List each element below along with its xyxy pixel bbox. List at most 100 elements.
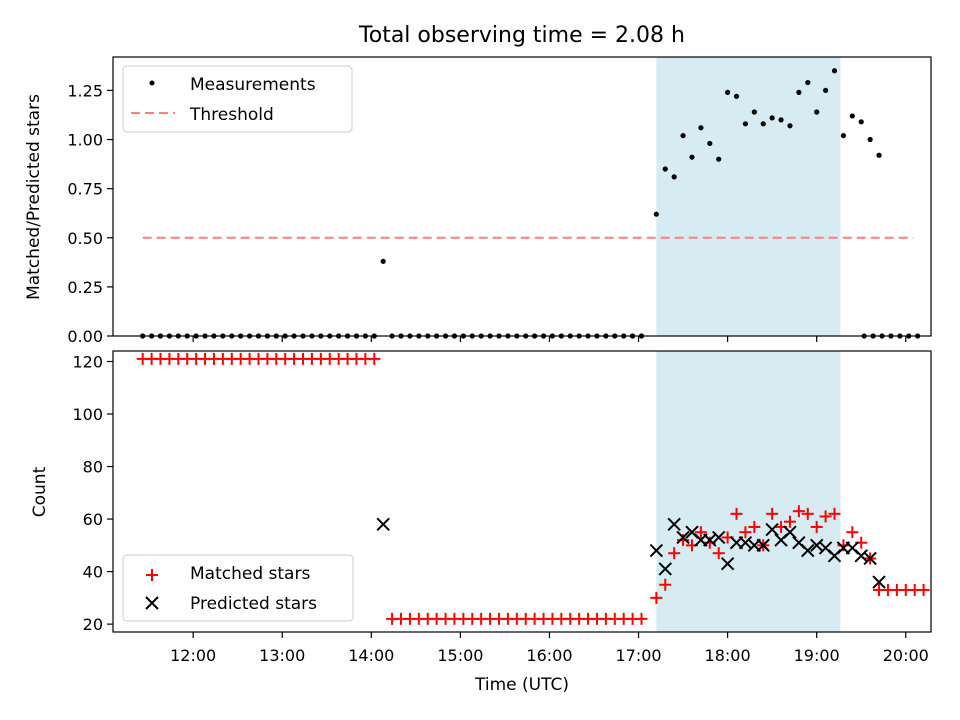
- predicted-star-point: [801, 543, 815, 558]
- measurement-point: [876, 152, 882, 158]
- bottom-y-ticks: 20 40 60 80 100 120: [72, 353, 113, 634]
- matched-star-point: [783, 515, 796, 528]
- matched-star-point: [650, 591, 663, 604]
- measurement-point: [725, 89, 731, 95]
- matched-star-point: [712, 547, 725, 560]
- measurement-point: [840, 132, 847, 139]
- top-legend: Measurements Threshold: [122, 65, 353, 133]
- matched-star-point: [828, 507, 841, 520]
- measurement-point: [822, 87, 829, 94]
- measurement-point: [796, 89, 802, 95]
- matched-star-point: [748, 520, 761, 533]
- predicted-star-points: [376, 517, 886, 589]
- chart-title: Total observing time = 2.08 h: [358, 23, 685, 48]
- legend-threshold-label: Threshold: [189, 105, 274, 125]
- predicted-star-point: [649, 543, 664, 558]
- y-tick-label: 0.75: [67, 180, 103, 199]
- bottom-shaded-interval: [656, 351, 841, 632]
- measurement-point: [733, 93, 740, 99]
- x-axis-label: Time (UTC): [474, 675, 569, 695]
- predicted-star-point: [667, 517, 681, 532]
- predicted-star-point: [676, 530, 690, 545]
- matched-star-point: [819, 510, 832, 523]
- measurement-point: [814, 109, 820, 115]
- measurement-point: [769, 115, 775, 121]
- legend-predicted-label: Predicted stars: [190, 594, 317, 614]
- y-tick-label: 120: [72, 353, 103, 372]
- predicted-star-point: [783, 525, 797, 539]
- y-tick-label: 80: [83, 458, 103, 477]
- y-tick-label: 40: [83, 563, 103, 582]
- measurement-point: [849, 113, 855, 119]
- matched-star-point: [694, 526, 707, 539]
- top-x-ticks: [192, 336, 907, 342]
- measurement-point: [380, 258, 386, 264]
- x-tick-label: 12:00: [170, 646, 216, 665]
- top-shaded-interval: [656, 57, 841, 336]
- matched-star-point: [659, 578, 672, 591]
- predicted-star-point: [863, 551, 877, 566]
- measurement-point: [751, 109, 757, 115]
- legend-predicted-marker: [145, 596, 159, 610]
- matched-star-point: [739, 526, 752, 539]
- measurement-point: [662, 166, 668, 172]
- measurement-point: [805, 79, 811, 86]
- bottom-y-axis-label: Count: [30, 466, 50, 517]
- predicted-star-point: [720, 557, 735, 571]
- y-tick-label: 1.25: [67, 81, 103, 100]
- measurement-point: [716, 156, 722, 162]
- measurement-point: [778, 117, 784, 123]
- matched-star-point: [766, 507, 779, 520]
- y-tick-label: 20: [83, 615, 103, 634]
- y-tick-label: 0.50: [67, 229, 103, 248]
- top-y-axis-label: Matched/Predicted stars: [24, 94, 44, 300]
- x-tick-label: 14:00: [348, 646, 394, 665]
- x-tick-label: 13:00: [259, 646, 305, 665]
- matched-star-point: [801, 507, 814, 520]
- matched-star-point: [917, 583, 930, 596]
- x-tick-label: 15:00: [437, 646, 483, 665]
- measurement-point: [680, 132, 686, 139]
- bottom-x-ticks: 12:00 13:00 14:00 15:00 16:00 17:00 18:00 19:00…: [170, 632, 929, 665]
- y-tick-label: 1.00: [67, 131, 103, 150]
- measurement-point: [831, 68, 838, 74]
- measurement-point: [742, 121, 749, 127]
- y-tick-label: 100: [72, 405, 103, 424]
- predicted-star-point: [376, 517, 390, 532]
- predicted-star-point: [711, 530, 726, 545]
- legend-measurements-label: Measurements: [190, 75, 316, 95]
- x-tick-label: 17:00: [615, 646, 661, 665]
- legend-measurements-marker: [149, 80, 155, 86]
- matched-star-point: [730, 507, 743, 520]
- matched-star-points: [136, 352, 930, 625]
- predicted-star-point: [809, 538, 824, 553]
- matched-star-point: [846, 526, 859, 539]
- y-tick-label: 60: [83, 510, 103, 529]
- matched-star-point: [368, 352, 381, 365]
- measurement-point: [689, 154, 695, 160]
- bottom-plot-frame: [112, 350, 932, 633]
- matched-star-point: [792, 505, 805, 518]
- x-tick-label: 19:00: [794, 646, 840, 665]
- measurement-point: [698, 125, 704, 131]
- predicted-star-point: [658, 562, 672, 576]
- bottom-panel: 20 40 60 80 100 120 12:00 13:00 14:00 15:00 16:00…: [30, 350, 932, 695]
- predicted-star-point: [703, 533, 717, 547]
- matched-star-point: [635, 612, 648, 625]
- y-tick-label: 0.00: [67, 327, 103, 346]
- x-tick-label: 18:00: [705, 646, 751, 665]
- legend-matched-label: Matched stars: [190, 564, 310, 584]
- x-tick-label: 16:00: [526, 646, 572, 665]
- measurement-point: [760, 121, 766, 127]
- measurement-point: [707, 140, 713, 147]
- measurement-point: [867, 136, 873, 143]
- predicted-star-point: [872, 575, 886, 589]
- matched-star-point: [668, 547, 681, 560]
- measurement-point: [787, 123, 793, 129]
- predicted-star-point: [854, 549, 868, 563]
- measurement-point: [653, 211, 659, 217]
- top-panel: 0.00 0.25 0.50 0.75 1.00 1.25 Total observing…: [24, 23, 932, 346]
- top-y-ticks: 0.00 0.25 0.50 0.75 1.00 1.25: [67, 81, 113, 346]
- matched-star-point: [810, 520, 823, 533]
